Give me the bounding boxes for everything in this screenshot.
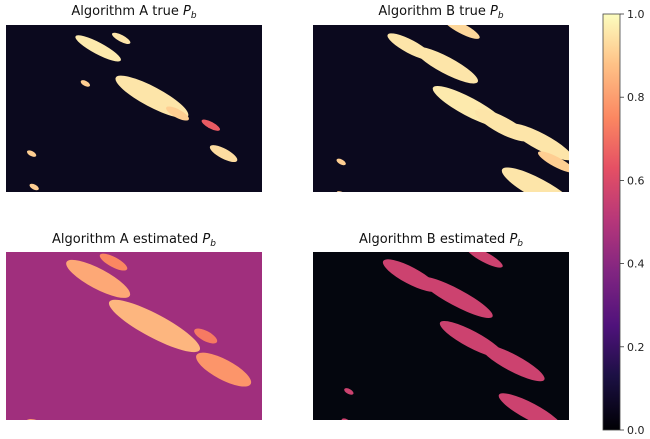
panel-b-true-title-subscript: b bbox=[498, 11, 504, 21]
panel-a-estimated-patch-1 bbox=[99, 253, 128, 271]
panel-b-estimated-title-text: Algorithm B estimated bbox=[359, 232, 509, 247]
panel-a-estimated-patch-2 bbox=[108, 299, 201, 353]
panel-b-true-patches bbox=[336, 25, 569, 192]
panel-b-estimated: Algorithm B estimated Pb bbox=[313, 232, 569, 420]
panel-a-true-patch-1 bbox=[112, 32, 131, 44]
panel-a-true-patches bbox=[26, 32, 238, 191]
panel-a-estimated-title-subscript: b bbox=[210, 239, 216, 249]
colorbar-ticks: 0.0 0.2 0.4 0.6 0.8 1.0 bbox=[620, 8, 645, 437]
panel-b-estimated-title: Algorithm B estimated Pb bbox=[359, 232, 523, 249]
panel-b-true-title: Algorithm B true Pb bbox=[378, 4, 504, 21]
colorbar-tick-label-4: 0.8 bbox=[627, 91, 645, 104]
panel-b-estimated-patch-4 bbox=[498, 393, 563, 420]
colorbar-tick-label-5: 1.0 bbox=[627, 8, 645, 21]
panel-b-estimated-patch-3 bbox=[480, 344, 545, 382]
panel-a-true-title-symbol: P bbox=[183, 4, 191, 19]
colorbar-tick-label-0: 0.0 bbox=[627, 424, 645, 437]
panel-a-true-title-subscript: b bbox=[191, 11, 197, 21]
panel-a-estimated-title-symbol: P bbox=[202, 232, 210, 247]
panel-a-true-patch-2 bbox=[80, 80, 91, 87]
colorbar-tick-label-3: 0.6 bbox=[627, 174, 645, 187]
panel-a-estimated-title: Algorithm A estimated Pb bbox=[52, 232, 216, 249]
panel-b-true-heatmap bbox=[313, 25, 569, 192]
panel-b-true-patch-6 bbox=[537, 151, 569, 173]
panel-a-true-patch-8 bbox=[29, 183, 39, 191]
panel-b-true-patch-1 bbox=[414, 46, 479, 84]
panel-a-estimated: Algorithm A estimated Pb bbox=[6, 232, 262, 420]
panel-b-true: Algorithm B true Pb bbox=[313, 4, 569, 192]
panel-a-estimated-patch-3 bbox=[196, 352, 252, 387]
panel-b-true-patch-7 bbox=[336, 158, 346, 166]
panel-b-estimated-patch-5 bbox=[466, 252, 503, 268]
panel-b-estimated-patch-6 bbox=[344, 388, 354, 395]
panel-a-estimated-title-text: Algorithm A estimated bbox=[52, 232, 202, 247]
panel-b-true-title-symbol: P bbox=[490, 4, 498, 19]
panel-a-true-title: Algorithm A true Pb bbox=[71, 4, 196, 21]
panel-a-true-patch-6 bbox=[201, 119, 220, 131]
panel-b-true-patch-5 bbox=[501, 167, 569, 192]
panel-b-estimated-title-subscript: b bbox=[517, 239, 523, 249]
panel-a-estimated-patch-4 bbox=[194, 328, 218, 344]
panel-b-true-patch-4 bbox=[508, 123, 569, 161]
panel-a-true-patch-5 bbox=[209, 145, 238, 163]
panel-b-estimated-patches bbox=[341, 252, 563, 420]
panel-a-estimated-patches bbox=[25, 253, 252, 420]
panel-b-estimated-patch-1 bbox=[419, 276, 493, 318]
colorbar: 0.0 0.2 0.4 0.6 0.8 1.0 bbox=[602, 8, 645, 437]
colorbar-tick-label-1: 0.2 bbox=[627, 341, 645, 354]
panel-b-estimated-heatmap bbox=[313, 252, 569, 420]
colorbar-gradient bbox=[602, 13, 621, 431]
panel-b-true-patch-9 bbox=[443, 25, 480, 39]
panel-a-true: Algorithm A true Pb bbox=[6, 4, 262, 192]
panel-a-estimated-heatmap bbox=[6, 252, 262, 420]
colorbar-tick-label-2: 0.4 bbox=[627, 258, 645, 271]
panel-a-true-patch-4 bbox=[166, 106, 189, 121]
panel-a-true-title-text: Algorithm A true bbox=[71, 4, 183, 19]
panel-a-true-patch-7 bbox=[26, 150, 37, 157]
panel-b-estimated-title-symbol: P bbox=[509, 232, 517, 247]
panel-b-true-title-text: Algorithm B true bbox=[378, 4, 490, 19]
panel-a-estimated-patch-0 bbox=[66, 259, 131, 298]
panel-a-true-patch-0 bbox=[75, 35, 121, 62]
panel-a-true-heatmap bbox=[6, 25, 262, 192]
